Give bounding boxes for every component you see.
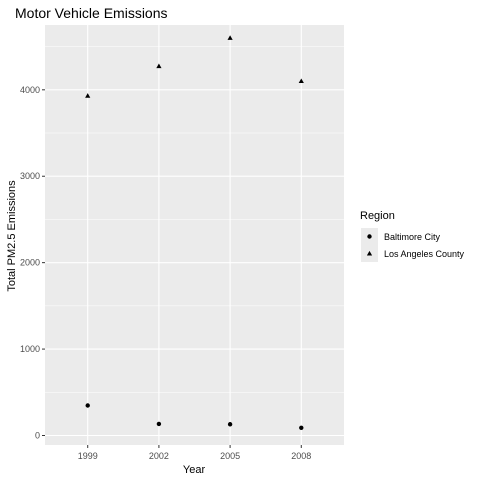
y-tick-label: 4000	[20, 85, 40, 95]
data-point-triangle	[156, 63, 162, 69]
y-axis-title: Total PM2.5 Emissions	[6, 180, 18, 292]
data-point-circle	[299, 425, 304, 431]
y-tick-label: 3000	[20, 171, 40, 181]
y-tick-label: 0	[35, 430, 40, 440]
legend-key-circle	[367, 234, 372, 239]
x-tick-label: 1999	[78, 451, 98, 461]
legend-items: Baltimore City Los Angeles County	[361, 228, 465, 262]
legend-item: Baltimore City	[361, 228, 441, 245]
x-tick-label: 2005	[220, 451, 240, 461]
y-axis: 0 1000 2000 3000 4000	[20, 85, 45, 440]
x-tick-label: 2002	[149, 451, 169, 461]
y-tick-label: 1000	[20, 344, 40, 354]
data-point-circle	[85, 403, 90, 408]
data-point-circle	[227, 422, 233, 427]
data-point-triangle	[227, 35, 233, 40]
legend-key-triangle	[366, 250, 373, 256]
x-axis-title: Year	[183, 464, 206, 476]
data-point-triangle	[298, 78, 304, 84]
data-point-triangle	[85, 93, 91, 98]
legend-title: Region	[360, 210, 395, 222]
y-tick-label: 2000	[20, 258, 40, 268]
series-circle	[85, 403, 304, 431]
legend-label: Baltimore City	[384, 232, 441, 242]
plot-panel	[45, 25, 344, 445]
x-axis: 1999 2002 2005 2008	[78, 445, 311, 461]
minor-gridlines	[45, 46, 344, 393]
data-point-circle	[156, 421, 162, 427]
legend-item: Los Angeles County	[361, 245, 465, 262]
data-points	[85, 35, 304, 431]
series-triangle	[85, 35, 304, 98]
legend-label: Los Angeles County	[384, 249, 465, 259]
legend: Region Baltimore City Los Angeles County	[360, 210, 465, 262]
chart-title: Motor Vehicle Emissions	[15, 5, 168, 21]
x-tick-label: 2008	[291, 451, 311, 461]
